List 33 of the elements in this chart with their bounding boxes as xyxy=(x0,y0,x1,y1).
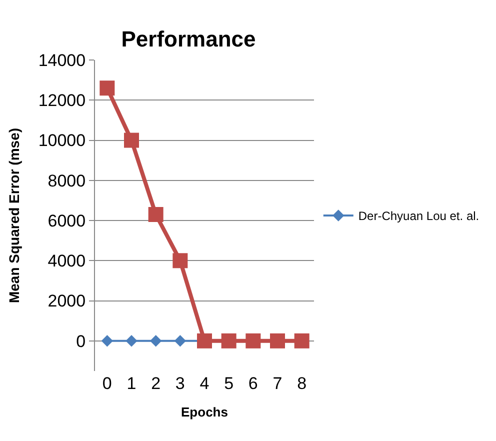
x-tick-label: 3 xyxy=(175,374,185,393)
y-tick-label: 12000 xyxy=(38,91,86,110)
chart-title: Performance xyxy=(121,26,256,52)
point xyxy=(100,80,115,96)
point xyxy=(246,333,261,348)
x-tick-label: 4 xyxy=(200,374,210,393)
point xyxy=(148,207,164,222)
point xyxy=(174,335,186,347)
point xyxy=(126,335,138,347)
legend-label: Der-Chyuan Lou et. al. xyxy=(358,209,480,224)
y-tick-label: 14000 xyxy=(38,50,86,70)
point xyxy=(101,335,114,347)
x-tick-label: 6 xyxy=(248,374,258,393)
y-tick-label: 8000 xyxy=(48,171,86,190)
point xyxy=(270,333,285,348)
y-tick-label: 0 xyxy=(76,332,86,351)
y-axis-title: Mean Squared Error (mse) xyxy=(6,128,22,304)
x-tick-label: 2 xyxy=(151,374,161,393)
point xyxy=(221,333,236,348)
x-tick-label: 7 xyxy=(272,374,282,393)
y-tick-label: 6000 xyxy=(48,211,86,230)
point xyxy=(150,335,162,347)
x-axis-title: Epochs xyxy=(181,404,228,420)
x-tick-label: 1 xyxy=(126,374,136,393)
point xyxy=(172,253,188,268)
y-tick-label: 2000 xyxy=(48,292,86,311)
y-tick-label: 10000 xyxy=(38,131,86,150)
point xyxy=(124,132,139,148)
point xyxy=(294,333,310,348)
x-tick-label: 5 xyxy=(224,374,234,393)
y-tick-label: 4000 xyxy=(48,252,86,271)
x-tick-label: 8 xyxy=(297,374,307,393)
x-tick-label: 0 xyxy=(102,374,112,393)
